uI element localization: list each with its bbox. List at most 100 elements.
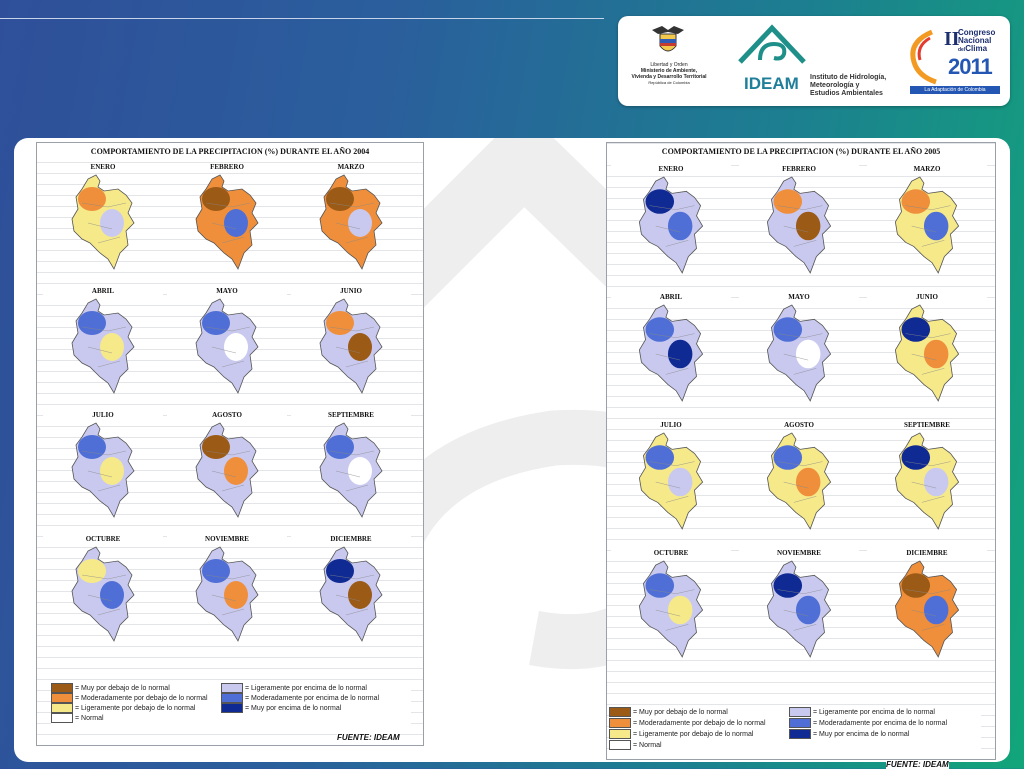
legend-label: = Moderadamente por debajo de lo normal xyxy=(633,719,766,727)
month-map-mayo: MAYO xyxy=(739,293,859,405)
map-anomaly-patch xyxy=(773,189,803,214)
month-map-noviembre: NOVIEMBRE xyxy=(167,535,287,645)
month-label: FEBRERO xyxy=(167,163,287,171)
congress-year: 2011 xyxy=(948,54,993,79)
map-anomaly-patch xyxy=(923,211,949,241)
ministry-line-1: Libertad y Orden xyxy=(650,62,688,68)
month-label: ABRIL xyxy=(43,287,163,295)
colombia-map-icon xyxy=(195,174,259,270)
colombia-map-icon xyxy=(71,298,135,394)
legend-item-muy-encima: = Muy por encima de lo normal xyxy=(789,729,909,739)
month-map-agosto: AGOSTO xyxy=(167,411,287,521)
month-map-diciembre: DICIEMBRE xyxy=(291,535,411,645)
month-map-enero: ENERO xyxy=(43,163,163,273)
month-label: SEPTIEMBRE xyxy=(291,411,411,419)
map-internal-borders xyxy=(329,326,375,368)
map-anomaly-patch xyxy=(78,187,106,211)
month-label: DICIEMBRE xyxy=(291,535,411,543)
month-map-agosto: AGOSTO xyxy=(739,421,859,533)
map-anomaly-patch xyxy=(645,445,675,470)
ideam-line-3: Estudios Ambientales xyxy=(810,90,883,97)
map-anomaly-patch xyxy=(326,187,354,211)
map-anomaly-patch xyxy=(100,333,124,361)
map-anomaly-patch xyxy=(78,311,106,335)
logo-banner: Libertad y Orden Ministerio de Ambiente,… xyxy=(618,16,1010,106)
legend-item-muy-encima: = Muy por encima de lo normal xyxy=(221,703,341,713)
map-internal-borders xyxy=(905,333,951,375)
map-internal-borders xyxy=(905,461,951,503)
map-anomaly-patch xyxy=(795,467,821,497)
map-internal-borders xyxy=(777,589,823,631)
colombia-map-icon xyxy=(71,174,135,270)
legend-swatch xyxy=(789,718,811,728)
legend-swatch xyxy=(609,729,631,739)
map-anomaly-patch xyxy=(100,581,124,609)
legend-item-moderadamente-debajo: = Moderadamente por debajo de lo normal xyxy=(51,693,208,703)
colombia-map-icon xyxy=(766,560,832,658)
legend-swatch xyxy=(789,729,811,739)
month-label: MAYO xyxy=(739,293,859,301)
map-anomaly-patch xyxy=(645,317,675,342)
month-label: OCTUBRE xyxy=(43,535,163,543)
ministry-line-2: Ministerio de Ambiente, xyxy=(640,68,698,74)
legend-swatch xyxy=(221,693,243,703)
legend-swatch xyxy=(609,718,631,728)
map-internal-borders xyxy=(777,205,823,247)
map-anomaly-patch xyxy=(795,211,821,241)
colombia-map-icon xyxy=(766,304,832,402)
map-internal-borders xyxy=(777,333,823,375)
colombia-map-icon xyxy=(766,432,832,530)
fuente-2005: FUENTE: IDEAM xyxy=(886,760,949,769)
map-anomaly-patch xyxy=(202,435,230,459)
month-label: AGOSTO xyxy=(739,421,859,429)
month-label: MAYO xyxy=(167,287,287,295)
colombia-map-icon xyxy=(319,546,383,642)
sheet-title-2004: COMPORTAMIENTO DE LA PRECIPITACION (%) D… xyxy=(37,147,423,156)
map-internal-borders xyxy=(649,333,695,375)
month-map-mayo: MAYO xyxy=(167,287,287,397)
legend-item-muy-debajo: = Muy por debajo de lo normal xyxy=(609,707,728,717)
colombia-map-icon xyxy=(195,422,259,518)
congress-small: del xyxy=(958,47,966,53)
colombia-map-icon xyxy=(638,432,704,530)
map-anomaly-patch xyxy=(667,467,693,497)
map-anomaly-patch xyxy=(348,333,372,361)
month-label: FEBRERO xyxy=(739,165,859,173)
legend-label: = Ligeramente por debajo de lo normal xyxy=(633,730,754,738)
map-internal-borders xyxy=(905,589,951,631)
map-internal-borders xyxy=(205,574,251,616)
map-internal-borders xyxy=(649,589,695,631)
legend-item-ligeramente-debajo: = Ligeramente por debajo de lo normal xyxy=(609,729,753,739)
month-label: DICIEMBRE xyxy=(867,549,987,557)
month-map-septiembre: SEPTIEMBRE xyxy=(291,411,411,521)
colombia-map-icon xyxy=(195,546,259,642)
map-internal-borders xyxy=(905,205,951,247)
map-anomaly-patch xyxy=(348,457,372,485)
map-internal-borders xyxy=(649,461,695,503)
month-map-marzo: MARZO xyxy=(291,163,411,273)
map-anomaly-patch xyxy=(78,435,106,459)
ideam-line-1: Instituto de Hidrología, xyxy=(810,74,887,81)
month-label: ENERO xyxy=(611,165,731,173)
legend-item-muy-debajo: = Muy por debajo de lo normal xyxy=(51,683,170,693)
colombia-map-icon xyxy=(195,298,259,394)
congress-roman: II xyxy=(944,28,960,50)
ministry-line-4: República de Colombia xyxy=(648,80,690,85)
month-label: JULIO xyxy=(43,411,163,419)
legend-label: = Moderadamente por debajo de lo normal xyxy=(75,694,208,702)
colombia-map-icon xyxy=(894,176,960,274)
colombia-map-icon xyxy=(638,304,704,402)
month-label: AGOSTO xyxy=(167,411,287,419)
month-map-abril: ABRIL xyxy=(43,287,163,397)
map-internal-borders xyxy=(329,450,375,492)
month-map-octubre: OCTUBRE xyxy=(43,535,163,645)
map-anomaly-patch xyxy=(224,457,248,485)
map-internal-borders xyxy=(81,450,127,492)
legend-swatch xyxy=(51,683,73,693)
legend-label: = Muy por debajo de lo normal xyxy=(75,684,170,692)
map-anomaly-patch xyxy=(202,559,230,583)
map-anomaly-patch xyxy=(667,211,693,241)
map-anomaly-patch xyxy=(224,209,248,237)
month-map-septiembre: SEPTIEMBRE xyxy=(867,421,987,533)
month-label: JUNIO xyxy=(291,287,411,295)
